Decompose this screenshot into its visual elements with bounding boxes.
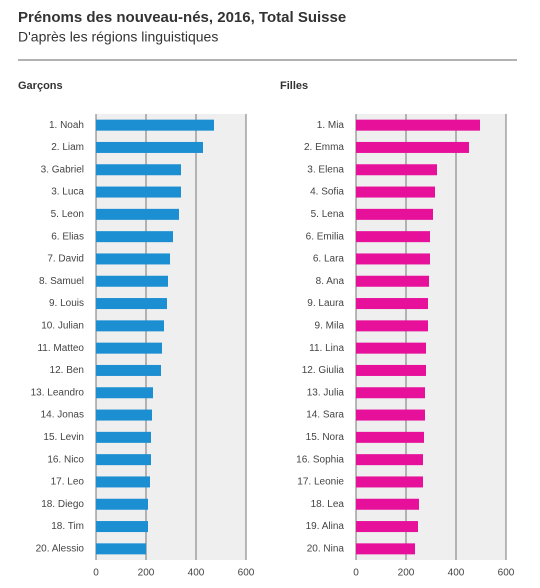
- y-tick-label: 20. Nina: [307, 543, 345, 554]
- bar: [356, 409, 425, 421]
- chart-title: Garçons: [18, 80, 63, 92]
- bar: [96, 431, 151, 443]
- bar: [356, 454, 423, 466]
- x-tick-label: 600: [498, 568, 515, 579]
- bar: [96, 119, 214, 131]
- y-tick-label: 15. Nora: [306, 432, 345, 443]
- bar: [96, 498, 148, 510]
- y-tick-label: 4. Sofia: [310, 187, 344, 198]
- x-tick-label: 200: [398, 568, 415, 579]
- bar: [96, 141, 203, 153]
- bar: [356, 253, 430, 265]
- y-tick-label: 18. Lea: [311, 499, 345, 510]
- y-tick-label: 18. Tim: [51, 521, 84, 532]
- y-tick-label: 3. Luca: [51, 187, 84, 198]
- y-tick-label: 5. Leon: [51, 209, 84, 220]
- y-tick-label: 13. Leandro: [31, 387, 85, 398]
- bar: [96, 387, 153, 399]
- y-tick-label: 5. Lena: [311, 209, 345, 220]
- bar: [96, 320, 164, 332]
- bar: [356, 298, 428, 310]
- bar: [356, 431, 424, 443]
- chart-title: Filles: [280, 80, 308, 92]
- y-tick-label: 8. Samuel: [39, 276, 84, 287]
- bar: [96, 454, 151, 466]
- bar: [356, 364, 426, 376]
- bar: [356, 231, 430, 243]
- y-tick-label: 3. Elena: [307, 164, 344, 175]
- x-tick-label: 400: [448, 568, 465, 579]
- bar: [356, 119, 480, 131]
- y-tick-label: 7. David: [47, 254, 84, 265]
- x-tick-label: 400: [188, 568, 205, 579]
- bar: [356, 208, 433, 220]
- bar: [356, 387, 425, 399]
- bar: [96, 208, 179, 220]
- y-tick-label: 15. Levin: [43, 432, 84, 443]
- bar: [356, 498, 419, 510]
- bar: [356, 141, 469, 153]
- y-tick-label: 12. Ben: [50, 365, 84, 376]
- subtitle: D'après les régions linguistiques: [18, 29, 218, 45]
- y-tick-label: 12. Giulia: [302, 365, 345, 376]
- y-tick-label: 8. Ana: [316, 276, 345, 287]
- y-tick-label: 20. Alessio: [36, 543, 85, 554]
- y-tick-label: 6. Elias: [51, 231, 84, 242]
- y-tick-label: 9. Louis: [49, 298, 84, 309]
- x-tick-label: 0: [93, 568, 99, 579]
- bar: [356, 164, 437, 176]
- y-tick-label: 18. Diego: [41, 499, 84, 510]
- y-tick-label: 19. Alina: [306, 521, 345, 532]
- y-tick-label: 9. Laura: [307, 298, 344, 309]
- plot-background: [96, 114, 246, 560]
- bar: [96, 298, 167, 310]
- title: Prénoms des nouveau-nés, 2016, Total Sui…: [18, 9, 346, 26]
- y-tick-label: 1. Mia: [317, 120, 345, 131]
- y-tick-label: 16. Sophia: [296, 454, 344, 465]
- y-tick-label: 1. Noah: [49, 120, 84, 131]
- bar: [356, 186, 435, 198]
- bar: [96, 364, 161, 376]
- bar: [96, 521, 148, 533]
- y-tick-label: 9. Mila: [315, 320, 345, 331]
- y-tick-label: 11. Matteo: [37, 343, 84, 354]
- bar: [96, 409, 152, 421]
- y-tick-label: 10. Julian: [41, 320, 84, 331]
- bar: [96, 275, 168, 287]
- y-tick-label: 13. Julia: [307, 387, 345, 398]
- bar: [356, 521, 418, 533]
- bar: [96, 342, 162, 354]
- y-tick-label: 3. Gabriel: [41, 164, 84, 175]
- bar: [96, 186, 181, 198]
- bar: [96, 164, 181, 176]
- y-tick-label: 16. Nico: [47, 454, 84, 465]
- bar: [356, 543, 415, 555]
- bar: [96, 253, 170, 265]
- bar: [356, 342, 426, 354]
- bar: [356, 275, 429, 287]
- bar: [96, 543, 146, 555]
- bar: [356, 320, 428, 332]
- y-tick-label: 6. Emilia: [306, 231, 345, 242]
- y-tick-label: 17. Leo: [51, 477, 85, 488]
- x-tick-label: 600: [238, 568, 255, 579]
- y-tick-label: 17. Leonie: [297, 477, 344, 488]
- bar: [356, 476, 423, 488]
- y-tick-label: 2. Emma: [304, 142, 344, 153]
- x-tick-label: 200: [138, 568, 155, 579]
- y-tick-label: 14. Sara: [306, 410, 344, 421]
- x-tick-label: 0: [353, 568, 359, 579]
- y-tick-label: 6. Lara: [313, 254, 345, 265]
- y-tick-label: 14. Jonas: [41, 410, 84, 421]
- bar: [96, 476, 150, 488]
- y-tick-label: 2. Liam: [51, 142, 84, 153]
- plot-background: [356, 114, 506, 560]
- y-tick-label: 11. Lina: [309, 343, 344, 354]
- bar: [96, 231, 173, 243]
